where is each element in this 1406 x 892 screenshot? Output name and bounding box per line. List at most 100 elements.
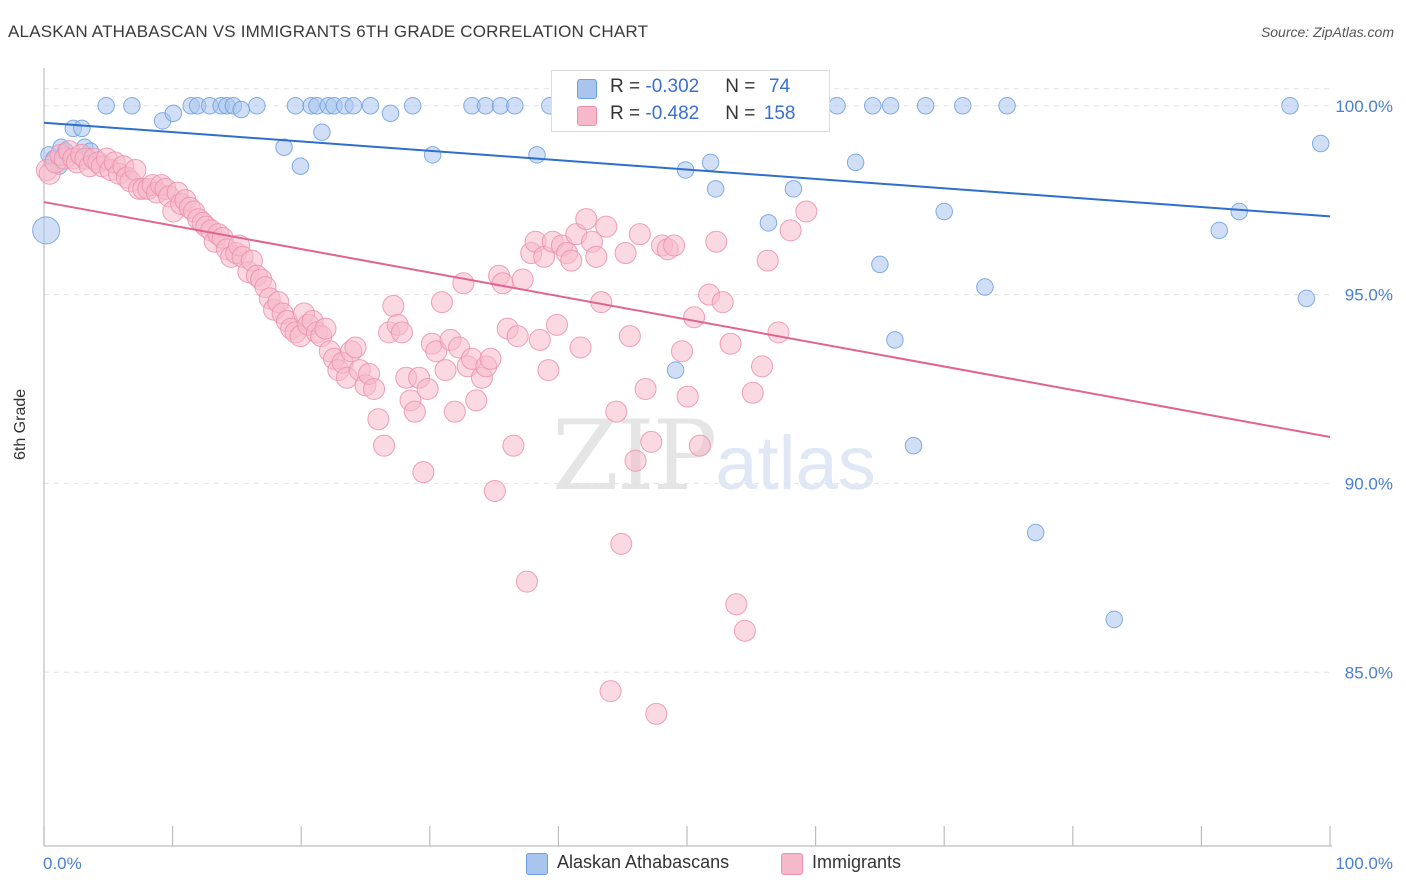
immigrant-point — [430, 291, 453, 314]
athabascan-point — [32, 216, 61, 245]
athabascan-point — [291, 157, 310, 175]
athabascan-point — [164, 104, 183, 123]
athabascan-point — [871, 255, 889, 274]
athabascan-point — [123, 97, 141, 115]
x-tick-label: 0.0% — [43, 854, 82, 873]
series-athabascans — [32, 97, 1330, 629]
immigrant-point — [416, 378, 439, 401]
immigrant-point — [610, 532, 633, 555]
immigrant-point — [344, 336, 367, 359]
legend-swatch-blue — [577, 79, 597, 99]
immigrant-point — [382, 294, 405, 317]
athabascan-point — [784, 180, 803, 198]
immigrant-point — [645, 702, 668, 725]
athabascan-point — [506, 97, 524, 115]
immigrant-point — [443, 400, 466, 423]
athabascan-point — [976, 278, 994, 296]
athabascan-point — [361, 97, 380, 115]
athabascan-point — [73, 119, 91, 138]
immigrant-point — [515, 570, 538, 593]
athabascan-point — [232, 100, 250, 119]
immigrant-point — [124, 158, 147, 181]
immigrant-point — [363, 378, 386, 401]
immigrant-point — [560, 249, 583, 272]
immigrant-point — [688, 434, 711, 457]
athabascan-point — [846, 153, 865, 172]
athabascan-point — [1026, 523, 1045, 542]
immigrant-point — [483, 479, 506, 502]
legend-swatch-pink — [781, 853, 803, 875]
chart-title: ALASKAN ATHABASCAN VS IMMIGRANTS 6TH GRA… — [8, 22, 649, 41]
athabascan-point — [935, 202, 953, 221]
immigrant-point — [403, 400, 426, 423]
immigrant-point — [373, 434, 396, 457]
trend-line-immigrants — [43, 201, 1331, 438]
legend-swatch-blue — [526, 853, 548, 875]
athabascan-point — [528, 146, 546, 164]
r-value: -0.302 — [645, 76, 700, 97]
immigrant-point — [367, 408, 390, 431]
r-value: -0.482 — [645, 103, 700, 124]
immigrant-point — [412, 461, 435, 484]
y-tick-label: 90.0% — [1345, 474, 1393, 493]
immigrant-point — [491, 272, 514, 295]
immigrant-point — [452, 272, 475, 295]
athabascan-point — [706, 180, 725, 198]
legend-row-athabascan: R = -0.302 N = 74 — [552, 76, 829, 100]
immigrant-point — [683, 306, 706, 329]
immigrant-point — [640, 430, 663, 453]
legend-label: Alaskan Athabascans — [557, 852, 730, 872]
athabascan-point — [248, 97, 266, 115]
athabascan-point — [998, 97, 1016, 115]
immigrant-point — [569, 336, 592, 359]
athabascan-point — [1230, 202, 1249, 221]
y-tick-label: 100.0% — [1335, 97, 1393, 116]
series-immigrants — [35, 140, 818, 725]
athabascan-point — [904, 436, 923, 455]
immigrant-point — [725, 593, 748, 616]
athabascan-point — [286, 97, 305, 115]
immigrant-point — [624, 449, 647, 472]
trend-line-athabascans — [43, 121, 1331, 218]
legend-label: Immigrants — [812, 852, 902, 872]
immigrant-point — [599, 680, 622, 703]
immigrant-point — [575, 208, 598, 231]
immigrant-point — [795, 200, 818, 223]
immigrant-point — [502, 434, 525, 457]
immigrant-point — [528, 328, 551, 351]
n-label: N = — [725, 103, 761, 124]
athabascan-point — [828, 97, 846, 115]
immigrant-point — [670, 340, 693, 363]
athabascan-point — [275, 138, 293, 157]
athabascan-point — [97, 97, 115, 115]
y-tick-label: 95.0% — [1345, 286, 1393, 305]
immigrant-point — [719, 332, 742, 355]
immigrant-point — [614, 242, 637, 265]
immigrant-point — [711, 291, 734, 314]
immigrant-point — [545, 313, 568, 336]
immigrant-point — [585, 245, 608, 268]
immigrant-point — [705, 230, 728, 253]
legend-row-immigrants: R = -0.482 N = 158 — [552, 103, 829, 127]
athabascan-point — [886, 331, 904, 349]
source-credit[interactable]: Source: ZipAtlas.com — [1260, 24, 1394, 40]
athabascan-point — [344, 97, 363, 115]
athabascan-point — [1297, 289, 1316, 308]
immigrant-point — [733, 619, 756, 642]
immigrant-point — [628, 223, 651, 246]
immigrant-point — [634, 378, 657, 401]
legend-swatch-pink — [577, 106, 597, 126]
athabascan-point — [1105, 610, 1123, 629]
immigrant-point — [465, 389, 488, 412]
watermark: ZIPatlas — [552, 400, 876, 512]
immigrant-point — [756, 249, 779, 272]
athabascan-point — [666, 361, 685, 379]
athabascan-point — [701, 153, 720, 172]
n-label: N = — [725, 76, 761, 97]
immigrant-point — [537, 359, 560, 382]
watermark-atlas: atlas — [715, 421, 876, 506]
r-label: R = — [610, 103, 646, 124]
n-value: 74 — [769, 76, 791, 97]
athabascan-point — [881, 97, 900, 115]
